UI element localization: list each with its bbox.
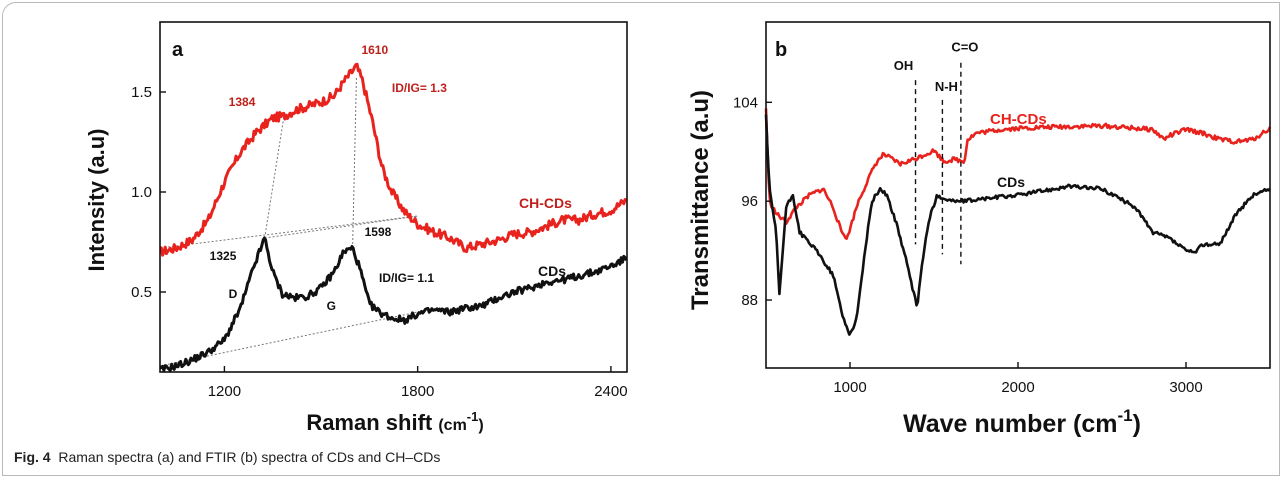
y-tick-label-1: 1.0 [131,184,152,201]
peak-label-7: ID/IG= 1.1 [379,271,434,285]
x-axis-label: Raman shift (cm-1) [306,409,483,435]
caption-text: Raman spectra (a) and FTIR (b) spectra o… [58,449,441,465]
band-marker-label-0: OH [894,58,914,73]
guide-line-4 [352,75,357,249]
figure-caption: Fig. 4 Raman spectra (a) and FTIR (b) sp… [14,449,440,465]
peak-label-2: ID/IG= 1.3 [392,81,447,95]
series-ch-cds-line [764,108,1272,240]
band-marker-label-2: C=O [951,40,978,55]
y-tick-label-0.5: 0.5 [131,284,152,301]
peak-label-1: 1384 [229,95,256,109]
x-tick-label-1000: 1000 [833,379,866,396]
guide-line-3 [264,117,285,239]
x-tick-label-3000: 3000 [1169,379,1202,396]
panel-label-b: b [775,39,787,61]
guide-line-2 [264,215,418,239]
x-tick-label-1200: 1200 [208,383,241,400]
series-label-cds: CDs [538,263,566,279]
series-label-ch-cds: CH-CDs [990,111,1047,128]
peak-label-5: D [229,287,238,301]
series-cds-line [764,114,1272,336]
series-ch-cds-line [159,62,628,257]
caption-label: Fig. 4 [14,449,51,465]
panel-label-a: a [172,39,184,61]
ftir-chart: OH N-H C=O 1000 2000 3000 88 96 104 Wave number (… [687,21,1272,438]
y-tick-label-1.5: 1.5 [131,84,152,101]
y-tick-label-96: 96 [741,193,758,210]
series-label-ch-cds: CH-CDs [519,195,572,211]
y-axis-label: Intensity (a.u) [84,128,109,271]
y-tick-label-88: 88 [741,292,758,309]
band-marker-label-1: N-H [935,79,958,94]
plot-frame [159,21,628,373]
peak-label-0: 1610 [361,43,388,57]
raman-chart: 1200 1800 2400 0.5 1.0 1.5 Raman shift (cm-1) I… [84,21,628,435]
x-tick-label-2400: 2400 [594,383,627,400]
series-label-cds: CDs [997,174,1025,190]
y-axis-label: Transmittance (a.u) [687,90,714,310]
peak-label-4: 1598 [365,225,392,239]
x-axis-label: Wave number (cm-1) [903,406,1141,438]
y-tick-label-104: 104 [733,94,758,111]
series-cds-line [159,236,628,372]
guide-line-0 [159,215,418,249]
peak-label-6: G [327,299,336,313]
x-tick-label-1800: 1800 [401,383,434,400]
x-tick-label-2000: 2000 [1001,379,1034,396]
peak-label-3: 1325 [210,249,237,263]
